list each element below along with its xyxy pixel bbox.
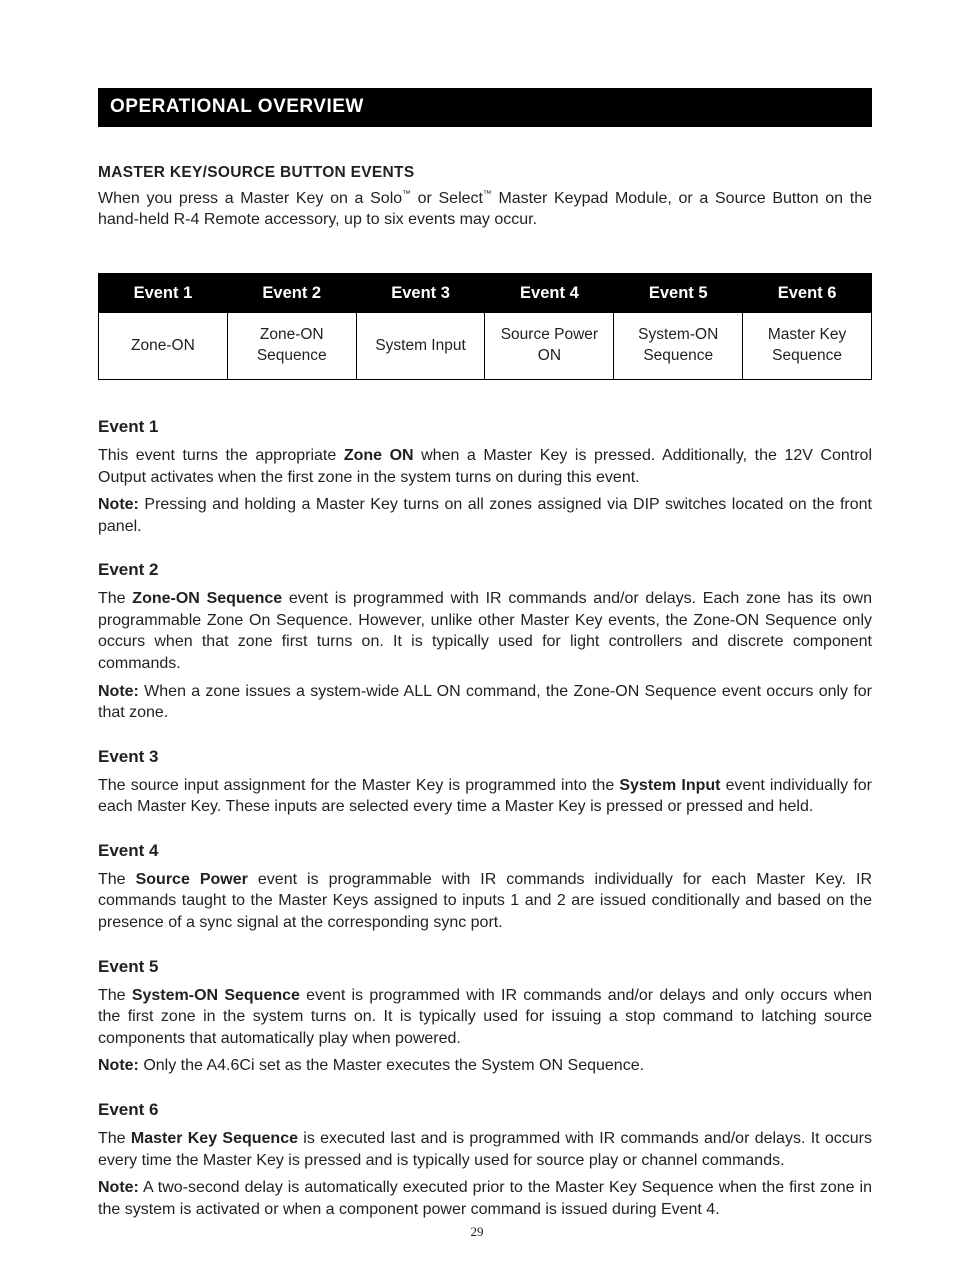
table-cell: System Input — [356, 313, 485, 380]
note-text: Pressing and holding a Master Key turns … — [98, 496, 872, 535]
note-label: Note: — [98, 683, 139, 700]
table-header: Event 5 — [614, 273, 743, 312]
event-1-block: Event 1 This event turns the appropriate… — [98, 416, 872, 537]
table-header: Event 1 — [99, 273, 228, 312]
event-title: Event 5 — [98, 956, 872, 979]
event-title: Event 1 — [98, 416, 872, 439]
event-paragraph: The Source Power event is programmable w… — [98, 869, 872, 934]
event-paragraph: This event turns the appropriate Zone ON… — [98, 445, 872, 488]
document-page: OPERATIONAL OVERVIEW MASTER KEY/SOURCE B… — [0, 0, 954, 1282]
event-note: Note: Only the A4.6Ci set as the Master … — [98, 1055, 872, 1077]
event-paragraph: The Master Key Sequence is executed last… — [98, 1128, 872, 1171]
table-cell: Source Power ON — [485, 313, 614, 380]
event-title: Event 2 — [98, 559, 872, 582]
bold-text: System-ON Sequence — [132, 987, 300, 1004]
note-text: A two-second delay is automatically exec… — [98, 1179, 872, 1218]
table-row: Zone-ON Zone-ON Sequence System Input So… — [99, 313, 872, 380]
event-2-block: Event 2 The Zone-ON Sequence event is pr… — [98, 559, 872, 724]
bold-text: System Input — [619, 777, 720, 794]
table-header-row: Event 1 Event 2 Event 3 Event 4 Event 5 … — [99, 273, 872, 312]
table-cell: Master Key Sequence — [743, 313, 872, 380]
bold-text: Source Power — [136, 871, 248, 888]
event-6-block: Event 6 The Master Key Sequence is execu… — [98, 1099, 872, 1220]
table-header: Event 4 — [485, 273, 614, 312]
event-note: Note: When a zone issues a system-wide A… — [98, 681, 872, 724]
table-header: Event 3 — [356, 273, 485, 312]
event-title: Event 4 — [98, 840, 872, 863]
section-heading: MASTER KEY/SOURCE BUTTON EVENTS — [98, 163, 872, 184]
note-text: Only the A4.6Ci set as the Master execut… — [139, 1057, 644, 1074]
text: The — [98, 987, 132, 1004]
event-paragraph: The source input assignment for the Mast… — [98, 775, 872, 818]
page-title-bar: OPERATIONAL OVERVIEW — [98, 88, 872, 127]
event-note: Note: Pressing and holding a Master Key … — [98, 494, 872, 537]
table-cell: System-ON Sequence — [614, 313, 743, 380]
page-number: 29 — [0, 1223, 954, 1241]
text: This event turns the appropriate — [98, 447, 344, 464]
events-table: Event 1 Event 2 Event 3 Event 4 Event 5 … — [98, 273, 872, 380]
event-title: Event 3 — [98, 746, 872, 769]
intro-text-part2: or Select — [411, 190, 483, 207]
text: The — [98, 871, 136, 888]
trademark-icon: ™ — [483, 188, 492, 198]
event-5-block: Event 5 The System-ON Sequence event is … — [98, 956, 872, 1077]
event-3-block: Event 3 The source input assignment for … — [98, 746, 872, 818]
note-label: Note: — [98, 1179, 139, 1196]
event-note: Note: A two-second delay is automaticall… — [98, 1177, 872, 1220]
table-header: Event 2 — [227, 273, 356, 312]
text: The source input assignment for the Mast… — [98, 777, 619, 794]
table-cell: Zone-ON Sequence — [227, 313, 356, 380]
text: The — [98, 1130, 131, 1147]
event-paragraph: The Zone-ON Sequence event is programmed… — [98, 588, 872, 674]
note-text: When a zone issues a system-wide ALL ON … — [98, 683, 872, 722]
text: The — [98, 590, 132, 607]
intro-text-part1: When you press a Master Key on a Solo — [98, 190, 402, 207]
table-cell: Zone-ON — [99, 313, 228, 380]
event-title: Event 6 — [98, 1099, 872, 1122]
table-header: Event 6 — [743, 273, 872, 312]
event-4-block: Event 4 The Source Power event is progra… — [98, 840, 872, 934]
bold-text: Master Key Sequence — [131, 1130, 298, 1147]
bold-text: Zone-ON Sequence — [132, 590, 282, 607]
event-paragraph: The System-ON Sequence event is programm… — [98, 985, 872, 1050]
intro-paragraph: When you press a Master Key on a Solo™ o… — [98, 188, 872, 231]
note-label: Note: — [98, 496, 139, 513]
trademark-icon: ™ — [402, 188, 411, 198]
bold-text: Zone ON — [344, 447, 414, 464]
note-label: Note: — [98, 1057, 139, 1074]
